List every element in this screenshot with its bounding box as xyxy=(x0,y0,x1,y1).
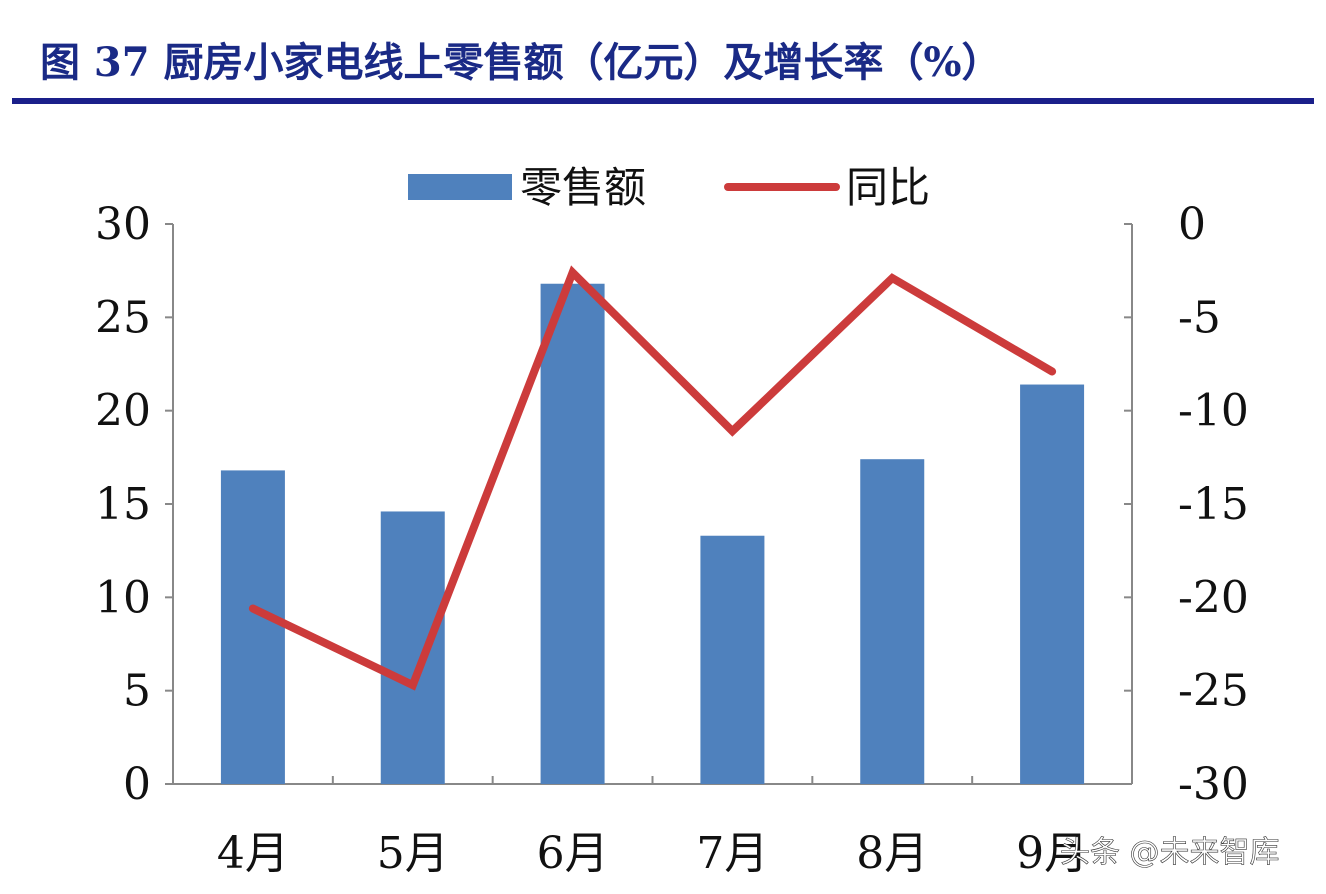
x-tick-label: 9月 xyxy=(1016,828,1088,879)
x-tick-label: 7月 xyxy=(696,828,768,879)
right-tick-label: -15 xyxy=(1178,479,1249,530)
bar xyxy=(540,283,605,784)
right-tick-label: -5 xyxy=(1178,292,1221,343)
figure-title: 图 37 厨房小家电线上零售额（亿元）及增长率（%） xyxy=(40,39,1002,86)
x-tick-label: 8月 xyxy=(856,828,928,879)
bar xyxy=(860,459,925,784)
x-tick-label: 4月 xyxy=(217,828,289,879)
left-tick-label: 20 xyxy=(95,386,151,437)
right-tick-label: -30 xyxy=(1178,759,1249,810)
right-tick-label: -25 xyxy=(1178,666,1249,717)
yoy-line xyxy=(248,265,1057,691)
bar xyxy=(220,470,285,784)
bar xyxy=(700,535,765,784)
left-tick-label: 15 xyxy=(95,479,151,530)
left-tick-label: 30 xyxy=(95,199,151,250)
right-tick-label: -10 xyxy=(1178,386,1249,437)
title-underline xyxy=(12,98,1314,104)
axes xyxy=(165,223,1133,785)
x-tick-label: 6月 xyxy=(537,828,609,879)
left-tick-label: 25 xyxy=(95,292,151,343)
bar xyxy=(1020,384,1085,784)
tick-labels: 0 5 10 15 20 25 30 -30 -25 -20 -15 -10 -5 0 4月 5月 6月 7月 8月… xyxy=(95,199,1249,879)
watermark: 头条 @未来智库 xyxy=(1060,835,1280,870)
bar xyxy=(380,511,445,784)
left-tick-label: 10 xyxy=(95,572,151,623)
x-tick-label: 5月 xyxy=(377,828,449,879)
left-tick-label: 5 xyxy=(123,666,151,717)
right-tick-label: -20 xyxy=(1178,572,1249,623)
right-tick-label: 0 xyxy=(1178,199,1206,250)
yoy-polyline xyxy=(248,265,1057,691)
legend-swatch-bar xyxy=(408,174,512,200)
legend-label-line: 同比 xyxy=(846,163,930,212)
legend: 零售额 同比 xyxy=(408,163,930,212)
left-tick-label: 0 xyxy=(123,759,151,810)
bars xyxy=(220,283,1085,784)
legend-label-bar: 零售额 xyxy=(520,163,646,212)
